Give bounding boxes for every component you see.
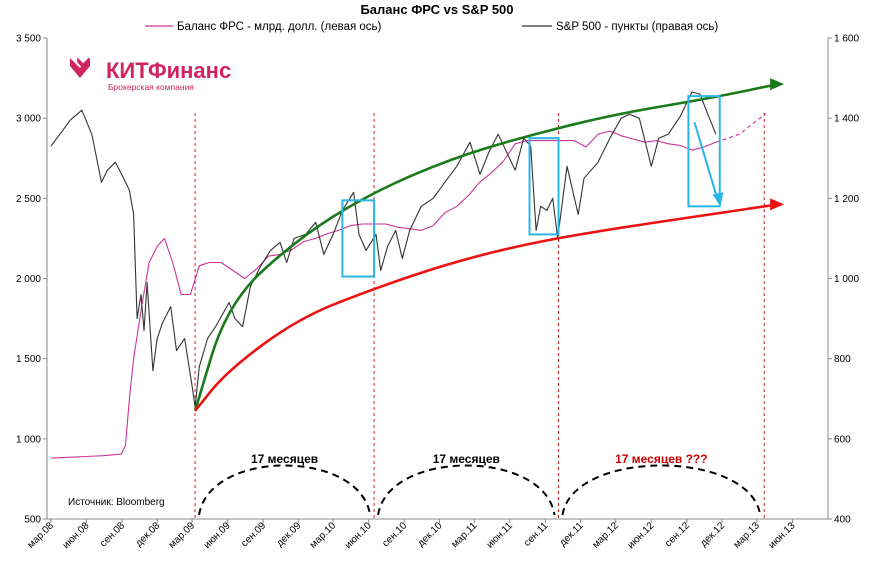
x-tick-label: сен.10 (380, 520, 409, 549)
y-right-tick-label: 1 000 (834, 274, 859, 285)
series-layer (50, 91, 767, 459)
y-left-tick-label: 500 (24, 515, 41, 526)
y-right-tick-label: 1 200 (834, 194, 859, 205)
period-arc (198, 464, 372, 516)
x-tick-label: дек.12 (698, 520, 727, 549)
x-tick-label: сен.12 (663, 520, 692, 549)
chart-title: Баланс ФРС vs S&P 500 (360, 2, 513, 17)
legend-label-sp500: S&P 500 - пункты (правая ось) (556, 21, 718, 33)
x-tick-label: дек.10 (416, 520, 445, 549)
axes (46, 38, 829, 520)
x-tick-label: мар.12 (591, 520, 622, 551)
x-tick-label: июн.10 (343, 520, 374, 551)
y-left-tick-label: 3 000 (16, 114, 41, 125)
y-right-tick-label: 600 (834, 434, 851, 445)
legend-label-fed: Баланс ФРС - млрд. долл. (левая ось) (177, 21, 382, 33)
period-arcs: 17 месяцев 17 месяцев 17 месяцев ??? (198, 452, 762, 516)
logo: КИТФинанс Брокерская компания (70, 57, 231, 92)
y-left-tick-label: 1 000 (16, 434, 41, 445)
x-tick-label: дек.08 (134, 520, 163, 549)
period-label: 17 месяцев (251, 452, 318, 466)
highlight-box (528, 137, 560, 236)
x-tick-label: мар.10 (308, 520, 339, 551)
trend-curve (193, 82, 779, 412)
y-left-tick-label: 3 500 (16, 34, 41, 45)
trend-arrows (193, 78, 785, 412)
x-tick-label: июн.12 (626, 520, 657, 551)
trend-arrowhead-icon (770, 198, 785, 211)
source-note: Источник: Bloomberg (68, 497, 165, 508)
trend-curve (194, 203, 780, 412)
highlight-box (341, 199, 376, 278)
y-right-tick-label: 1 600 (834, 34, 859, 45)
x-tick-label: сен.08 (98, 520, 127, 549)
period-arc (561, 464, 762, 516)
y-right-tick-label: 1 400 (834, 114, 859, 125)
logo-subtitle: Брокерская компания (108, 82, 194, 92)
x-tick-label: сен.11 (522, 520, 551, 549)
highlight-boxes (341, 95, 724, 278)
x-tick-label: сен.09 (239, 520, 268, 549)
x-tick-label: дек.11 (557, 520, 586, 549)
highlight-box (687, 95, 721, 208)
x-tick-label: июн.11 (485, 520, 516, 551)
x-tick-label: мар.11 (450, 520, 480, 550)
trend-arrowhead-icon (770, 78, 785, 91)
period-arc (377, 464, 556, 516)
logo-mark-icon (70, 57, 90, 78)
series-line (50, 130, 717, 459)
y-right-tick-label: 800 (834, 354, 851, 365)
y-left-tick-label: 1 500 (16, 354, 41, 365)
series-line (715, 112, 767, 143)
period-label: 17 месяцев (433, 452, 500, 466)
x-tick-label: дек.09 (275, 520, 304, 549)
y-left-tick-label: 2 500 (16, 194, 41, 205)
legend: Баланс ФРС - млрд. долл. (левая ось) S&P… (145, 21, 718, 33)
tick-labels: 500 1 000 1 500 2 000 2 500 3 000 3 500 400 600 8… (16, 34, 859, 552)
forecast-arrow-line (693, 121, 720, 203)
y-right-tick-label: 400 (834, 515, 851, 526)
x-tick-label: мар.13 (732, 520, 763, 551)
period-label: 17 месяцев ??? (615, 452, 708, 466)
logo-name: КИТФинанс (106, 58, 231, 83)
x-tick-label: июн.08 (61, 520, 92, 551)
x-tick-label: мар.09 (167, 520, 198, 551)
forecast-arrowhead-icon (712, 192, 724, 207)
x-tick-label: июн.13 (767, 520, 798, 551)
y-left-tick-label: 2 000 (16, 274, 41, 285)
series-line (50, 91, 717, 408)
x-tick-label: июн.09 (202, 520, 233, 551)
